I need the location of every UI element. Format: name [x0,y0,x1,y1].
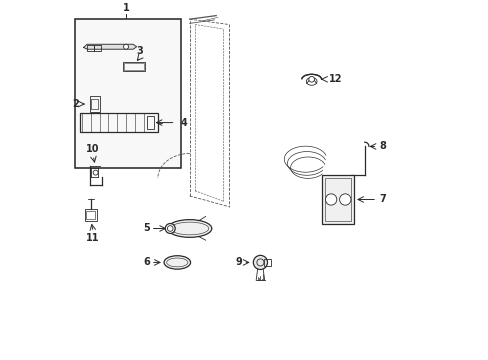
Bar [84,210,97,221]
Ellipse shape [163,256,190,269]
Polygon shape [83,44,136,49]
Bar [124,63,143,70]
Circle shape [123,44,128,49]
Text: 11: 11 [86,233,100,243]
Bar [91,99,98,109]
Bar [325,178,350,221]
Circle shape [165,224,175,233]
Bar [264,259,270,266]
Bar [147,116,154,129]
Circle shape [167,226,173,231]
Text: 6: 6 [142,257,149,267]
Text: 3: 3 [137,46,143,56]
Bar [94,45,101,51]
Text: 8: 8 [379,141,386,152]
Text: 2: 2 [72,99,79,109]
Ellipse shape [167,220,211,237]
Text: 10: 10 [86,144,100,153]
Circle shape [325,194,336,205]
Bar [86,211,95,219]
Circle shape [339,194,350,205]
Text: 9: 9 [235,257,242,267]
Text: 4: 4 [180,118,186,127]
Circle shape [93,170,98,175]
Bar [87,45,93,51]
Bar [122,62,145,72]
Circle shape [253,255,267,270]
Bar [80,113,158,132]
Text: 7: 7 [379,194,386,204]
Bar [322,175,353,224]
Circle shape [308,76,314,82]
Text: 1: 1 [122,3,129,13]
Bar [89,96,100,112]
Text: 12: 12 [329,74,342,84]
Text: 5: 5 [142,224,149,234]
Bar [75,19,181,168]
